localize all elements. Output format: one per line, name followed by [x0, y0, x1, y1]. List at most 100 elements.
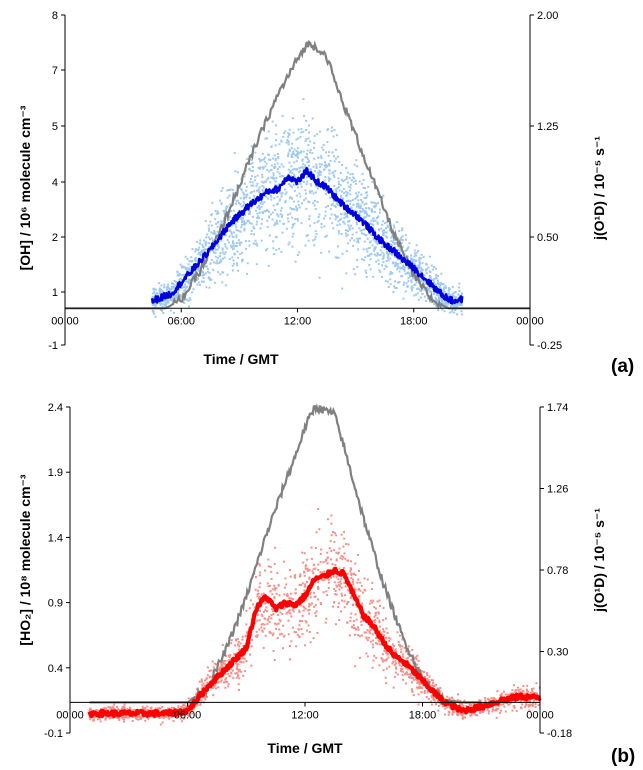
scatter-point — [274, 157, 277, 160]
scatter-point — [283, 132, 286, 135]
scatter-point — [406, 247, 409, 250]
scatter-point — [230, 672, 233, 675]
y-axis-right-label-a: j(O¹D) / 10⁻⁵ s⁻¹ — [591, 136, 607, 241]
scatter-point — [298, 636, 301, 639]
scatter-point — [261, 159, 264, 161]
scatter-point — [331, 171, 334, 174]
scatter-point — [330, 558, 333, 561]
scatter-point — [392, 261, 395, 264]
scatter-point — [440, 299, 443, 302]
scatter-point — [156, 715, 159, 718]
scatter-point — [275, 623, 278, 626]
scatter-point — [283, 634, 286, 637]
scatter-point — [327, 128, 329, 131]
scatter-point — [414, 678, 417, 681]
scatter-point — [427, 679, 430, 682]
scatter-point — [316, 221, 319, 224]
scatter-point — [257, 215, 260, 218]
scatter-point — [300, 185, 303, 188]
scatter-point — [308, 612, 310, 615]
scatter-point — [369, 222, 372, 225]
scatter-point — [346, 559, 349, 562]
scatter-point — [205, 678, 208, 681]
scatter-point — [333, 129, 336, 131]
scatter-point — [447, 301, 450, 304]
scatter-point — [357, 634, 360, 637]
scatter-point — [368, 254, 371, 257]
scatter-point — [362, 186, 365, 189]
scatter-point — [152, 312, 155, 315]
scatter-point — [185, 285, 188, 288]
scatter-point — [267, 130, 270, 133]
scatter-point — [340, 582, 342, 585]
j-o1d-line-b — [89, 403, 482, 704]
scatter-point — [451, 285, 454, 288]
y-tick-label-left: -1 — [48, 340, 58, 352]
scatter-point — [293, 200, 295, 203]
scatter-point — [444, 304, 447, 307]
scatter-point — [427, 697, 430, 700]
scatter-point — [197, 248, 200, 251]
scatter-point — [220, 203, 223, 205]
scatter-point — [268, 621, 271, 623]
scatter-point — [214, 210, 217, 212]
scatter-point — [241, 638, 244, 641]
scatter-point — [358, 635, 361, 638]
scatter-point — [346, 603, 349, 606]
scatter-point — [330, 514, 333, 517]
scatter-point — [93, 715, 96, 718]
scatter-point — [259, 159, 262, 162]
scatter-point — [160, 302, 163, 305]
scatter-point — [208, 245, 211, 248]
scatter-point — [430, 264, 433, 267]
scatter-point — [216, 259, 218, 262]
scatter-point — [373, 621, 376, 624]
scatter-point — [332, 531, 334, 533]
scatter-point — [255, 630, 258, 633]
scatter-point — [349, 634, 351, 637]
scatter-point — [305, 235, 308, 238]
scatter-point — [497, 705, 500, 707]
scatter-point — [101, 708, 104, 710]
scatter-point — [249, 191, 252, 194]
scatter-point — [407, 277, 410, 280]
scatter-point — [353, 572, 356, 575]
scatter-point — [417, 287, 420, 290]
scatter-point — [338, 161, 341, 163]
scatter-point — [439, 284, 442, 287]
scatter-point — [304, 589, 307, 592]
scatter-point — [263, 602, 266, 605]
scatter-point — [236, 643, 239, 646]
scatter-point — [316, 185, 319, 188]
scatter-point — [264, 634, 267, 637]
scatter-point — [237, 675, 240, 678]
scatter-point — [520, 707, 523, 710]
scatter-point — [349, 193, 352, 196]
scatter-point — [246, 157, 249, 160]
scatter-point — [242, 196, 245, 199]
scatter-point — [201, 274, 204, 277]
scatter-point — [334, 206, 337, 209]
scatter-point — [226, 196, 229, 199]
scatter-point — [340, 194, 343, 197]
scatter-point — [302, 561, 305, 564]
scatter-point — [399, 262, 402, 264]
scatter-point — [266, 610, 268, 613]
scatter-point — [359, 589, 362, 592]
scatter-point — [308, 609, 311, 611]
scatter-point — [368, 214, 371, 217]
scatter-point — [325, 165, 328, 168]
scatter-point — [300, 150, 303, 153]
scatter-point — [404, 682, 407, 685]
scatter-point — [260, 613, 263, 616]
scatter-point — [305, 598, 308, 601]
scatter-point — [367, 207, 370, 210]
scatter-point — [194, 248, 197, 251]
scatter-point — [320, 156, 323, 159]
scatter-point — [213, 662, 216, 665]
scatter-point — [290, 597, 292, 600]
scatter-point — [306, 629, 309, 632]
scatter-point — [357, 241, 360, 244]
scatter-point — [349, 199, 352, 202]
scatter-point — [379, 631, 382, 634]
